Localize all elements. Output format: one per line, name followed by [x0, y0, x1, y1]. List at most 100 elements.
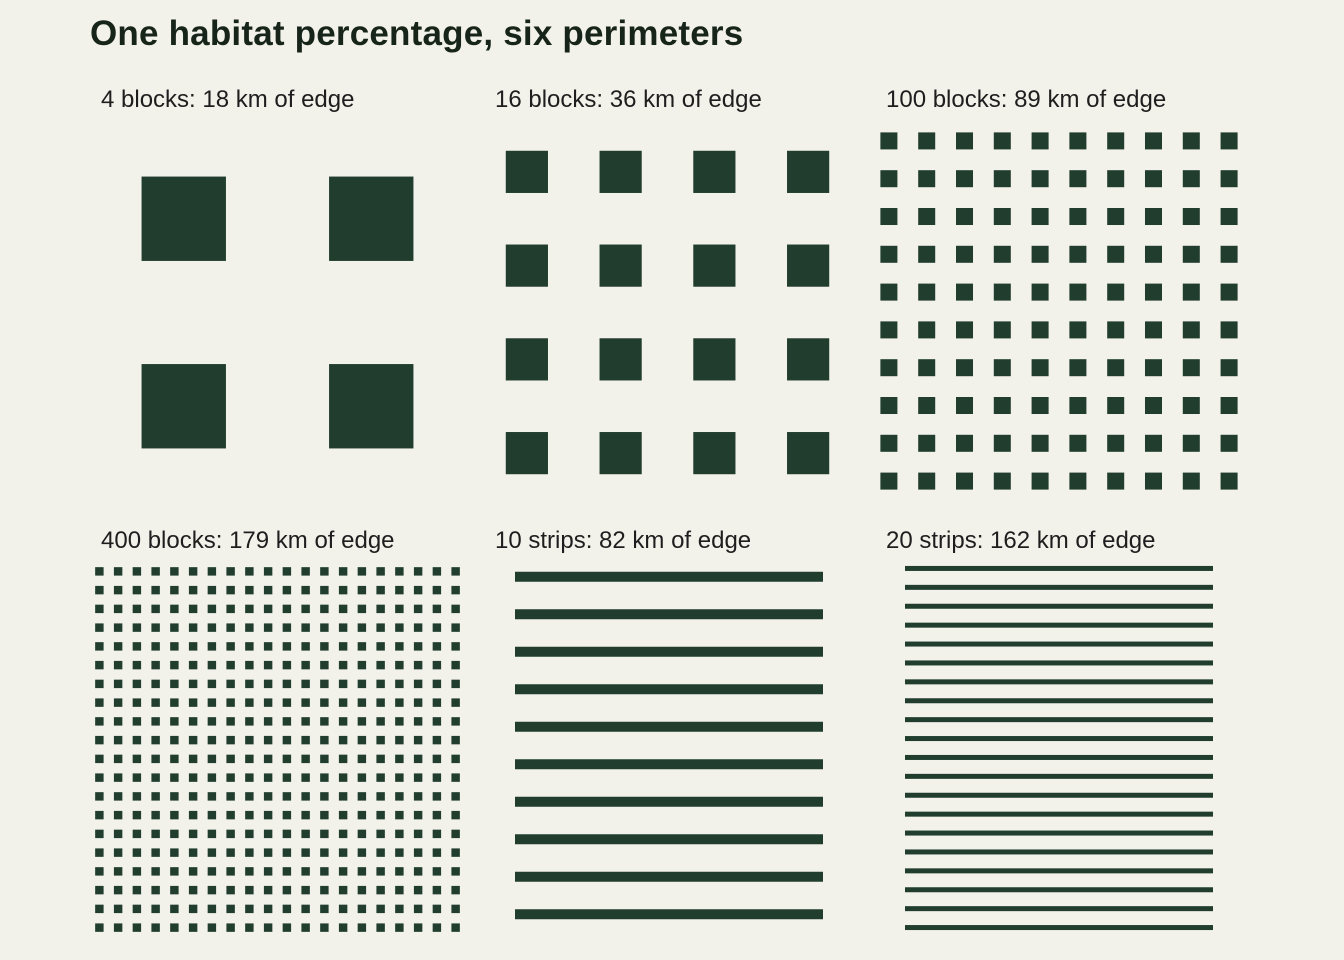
- habitat-block: [993, 359, 1011, 377]
- habitat-block: [188, 735, 198, 745]
- habitat-block: [207, 698, 217, 707]
- habitat-block: [301, 773, 310, 782]
- habitat-block: [357, 867, 367, 876]
- habitat-block: [413, 698, 423, 707]
- habitat-block: [226, 604, 235, 614]
- habitat-block: [282, 698, 292, 707]
- habitat-block: [320, 717, 329, 726]
- habitat-block: [188, 867, 198, 876]
- habitat-block: [338, 829, 348, 839]
- habitat-block: [338, 717, 348, 726]
- habitat-block: [320, 923, 329, 932]
- habitat-block: [1107, 132, 1125, 150]
- habitat-block: [432, 904, 442, 914]
- habitat-block: [188, 679, 198, 689]
- habitat-block: [357, 885, 367, 895]
- habitat-block: [432, 698, 442, 707]
- habitat-block: [376, 604, 385, 614]
- habitat-block: [787, 150, 830, 193]
- habitat-block: [226, 623, 235, 632]
- habitat-block: [1107, 359, 1125, 377]
- habitat-block: [1069, 245, 1087, 263]
- habitat-block: [151, 698, 160, 707]
- habitat-block: [245, 735, 254, 745]
- habitat-block: [95, 679, 104, 689]
- habitat-block: [170, 792, 179, 801]
- habitat-block: [282, 867, 292, 876]
- habitat-block: [1144, 472, 1162, 490]
- habitat-block: [132, 792, 142, 801]
- habitat-block: [170, 829, 179, 839]
- habitat-block: [226, 792, 235, 801]
- habitat-block: [376, 792, 385, 801]
- habitat-block: [132, 717, 142, 726]
- habitat-block: [395, 735, 404, 745]
- habitat-block: [413, 567, 423, 576]
- habitat-block: [207, 885, 217, 895]
- habitat-block: [451, 923, 460, 932]
- habitat-block: [451, 810, 460, 820]
- habitat-block: [993, 472, 1011, 490]
- habitat-block: [226, 717, 235, 726]
- panel-6: 20 strips: 162 km of edge: [886, 527, 1213, 931]
- habitat-block: [320, 735, 329, 745]
- habitat-block: [113, 567, 123, 576]
- habitat-block: [993, 245, 1011, 263]
- habitat-block: [413, 642, 423, 651]
- habitat-block: [357, 660, 367, 670]
- habitat-block: [1031, 321, 1049, 339]
- habitat-block: [880, 245, 898, 263]
- habitat-strip: [905, 811, 1213, 817]
- habitat-block: [993, 434, 1011, 452]
- habitat-block: [329, 364, 414, 449]
- habitat-block: [245, 923, 254, 932]
- habitat-block: [132, 698, 142, 707]
- habitat-block: [132, 642, 142, 651]
- habitat-block: [132, 848, 142, 857]
- habitat-block: [226, 754, 235, 764]
- habitat-block: [376, 923, 385, 932]
- habitat-block: [1107, 170, 1125, 188]
- habitat-block: [301, 810, 310, 820]
- habitat-block: [413, 660, 423, 670]
- habitat-strip: [905, 717, 1213, 723]
- habitat-block: [301, 754, 310, 764]
- habitat-block: [207, 867, 217, 876]
- habitat-block: [245, 867, 254, 876]
- habitat-block: [301, 867, 310, 876]
- habitat-block: [395, 829, 404, 839]
- habitat-block: [301, 660, 310, 670]
- habitat-block: [301, 792, 310, 801]
- habitat-block: [170, 679, 179, 689]
- habitat-block: [282, 567, 292, 576]
- habitat-strip: [905, 868, 1213, 874]
- habitat-block: [132, 604, 142, 614]
- habitat-block: [451, 735, 460, 745]
- habitat-block: [357, 773, 367, 782]
- panel-4: 400 blocks: 179 km of edge: [95, 527, 460, 932]
- habitat-block: [432, 717, 442, 726]
- habitat-block: [141, 364, 226, 449]
- habitat-block: [151, 923, 160, 932]
- habitat-block: [301, 829, 310, 839]
- habitat-block: [207, 735, 217, 745]
- page-title: One habitat percentage, six perimeters: [90, 14, 744, 53]
- habitat-block: [207, 717, 217, 726]
- habitat-block: [338, 754, 348, 764]
- habitat-block: [376, 679, 385, 689]
- habitat-strip: [905, 906, 1213, 912]
- habitat-block: [320, 623, 329, 632]
- habitat-block: [188, 567, 198, 576]
- habitat-block: [1031, 472, 1049, 490]
- habitat-block: [376, 867, 385, 876]
- habitat-block: [432, 792, 442, 801]
- habitat-block: [301, 698, 310, 707]
- habitat-block: [151, 717, 160, 726]
- habitat-block: [207, 660, 217, 670]
- habitat-block: [263, 623, 273, 632]
- habitat-block: [170, 698, 179, 707]
- habitat-block: [376, 717, 385, 726]
- habitat-block: [301, 642, 310, 651]
- habitat-block: [95, 623, 104, 632]
